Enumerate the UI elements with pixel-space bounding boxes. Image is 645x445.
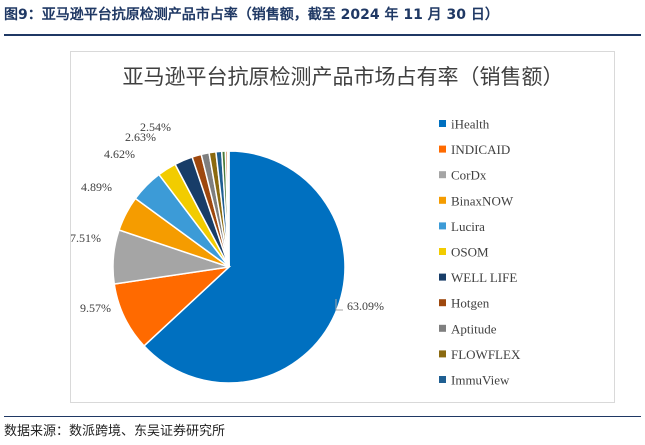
legend-item-osom: OSOM bbox=[439, 245, 489, 260]
pie-chart: 亚马逊平台抗原检测产品市场占有率（销售额） 63.09% 9.57% 7.51% 4.… bbox=[70, 65, 564, 388]
data-label-osom: 2.63% bbox=[125, 130, 156, 144]
chart-area: 亚马逊平台抗原检测产品市场占有率（销售额） 63.09% 9.57% 7.51% 4.… bbox=[70, 51, 615, 403]
leader-lines bbox=[335, 299, 343, 311]
data-label-binaxnow: 4.89% bbox=[81, 180, 112, 194]
legend-item-lucira: Lucira bbox=[439, 219, 485, 234]
legend: iHealth INDICAID CorDx BinaxNOW Lucira OSOM WE… bbox=[439, 117, 521, 388]
legend-label-ihealth: iHealth bbox=[451, 117, 490, 132]
legend-item-immuview: ImmuView bbox=[439, 373, 510, 388]
legend-item-flowflex: FLOWFLEX bbox=[439, 347, 521, 362]
legend-swatch-well-life bbox=[439, 273, 446, 281]
legend-label-indicaid: INDICAID bbox=[451, 142, 510, 157]
legend-swatch-indicaid bbox=[439, 145, 446, 153]
data-label-indicaid: 9.57% bbox=[80, 301, 111, 315]
figure-caption: 图9：亚马逊平台抗原检测产品市占率（销售额，截至 2024 年 11 月 30 … bbox=[4, 7, 499, 23]
data-label-ihealth: 63.09% bbox=[347, 299, 384, 313]
legend-swatch-aptitude bbox=[439, 324, 446, 332]
pie-slice-ihealth bbox=[142, 150, 346, 384]
legend-swatch-cordx bbox=[439, 171, 446, 179]
legend-label-well-life: WELL LIFE bbox=[451, 270, 517, 285]
caption-rule bbox=[4, 34, 641, 36]
legend-swatch-osom bbox=[439, 248, 446, 255]
legend-swatch-lucira bbox=[439, 222, 446, 230]
legend-label-aptitude: Aptitude bbox=[451, 321, 497, 336]
legend-swatch-ihealth bbox=[439, 120, 446, 127]
pie-slices bbox=[112, 150, 346, 384]
legend-label-hotgen: Hotgen bbox=[451, 296, 490, 311]
legend-item-cordx: CorDx bbox=[439, 168, 487, 183]
legend-swatch-hotgen bbox=[439, 299, 446, 307]
legend-swatch-binaxnow bbox=[439, 196, 446, 204]
legend-label-lucira: Lucira bbox=[451, 219, 485, 234]
data-label-well-life: 2.54% bbox=[140, 120, 171, 134]
legend-item-aptitude: Aptitude bbox=[439, 321, 497, 336]
legend-swatch-immuview bbox=[439, 376, 446, 383]
legend-label-immuview: ImmuView bbox=[451, 373, 510, 388]
pie-slice-other-13 bbox=[226, 150, 230, 268]
data-labels: 63.09% 9.57% 7.51% 4.89% 4.62% 2.63%2.54% bbox=[70, 120, 384, 315]
legend-label-osom: OSOM bbox=[451, 245, 489, 260]
legend-item-well-life: WELL LIFE bbox=[439, 270, 517, 285]
legend-swatch-flowflex bbox=[439, 350, 446, 358]
legend-label-binaxnow: BinaxNOW bbox=[451, 193, 514, 208]
legend-label-cordx: CorDx bbox=[451, 168, 487, 183]
legend-item-ihealth: iHealth bbox=[439, 117, 490, 132]
legend-item-indicaid: INDICAID bbox=[439, 142, 510, 157]
data-label-cordx: 7.51% bbox=[71, 231, 101, 245]
source-note: 数据来源：数派跨境、东吴证券研究所 bbox=[4, 424, 226, 439]
legend-item-hotgen: Hotgen bbox=[439, 296, 490, 311]
legend-item-binaxnow: BinaxNOW bbox=[439, 193, 514, 208]
data-label-lucira: 4.62% bbox=[104, 147, 135, 161]
chart-title: 亚马逊平台抗原检测产品市场占有率（销售额） bbox=[123, 65, 564, 89]
legend-label-flowflex: FLOWFLEX bbox=[451, 347, 521, 362]
leader-line-ihealth bbox=[335, 299, 343, 311]
source-rule bbox=[4, 416, 641, 417]
